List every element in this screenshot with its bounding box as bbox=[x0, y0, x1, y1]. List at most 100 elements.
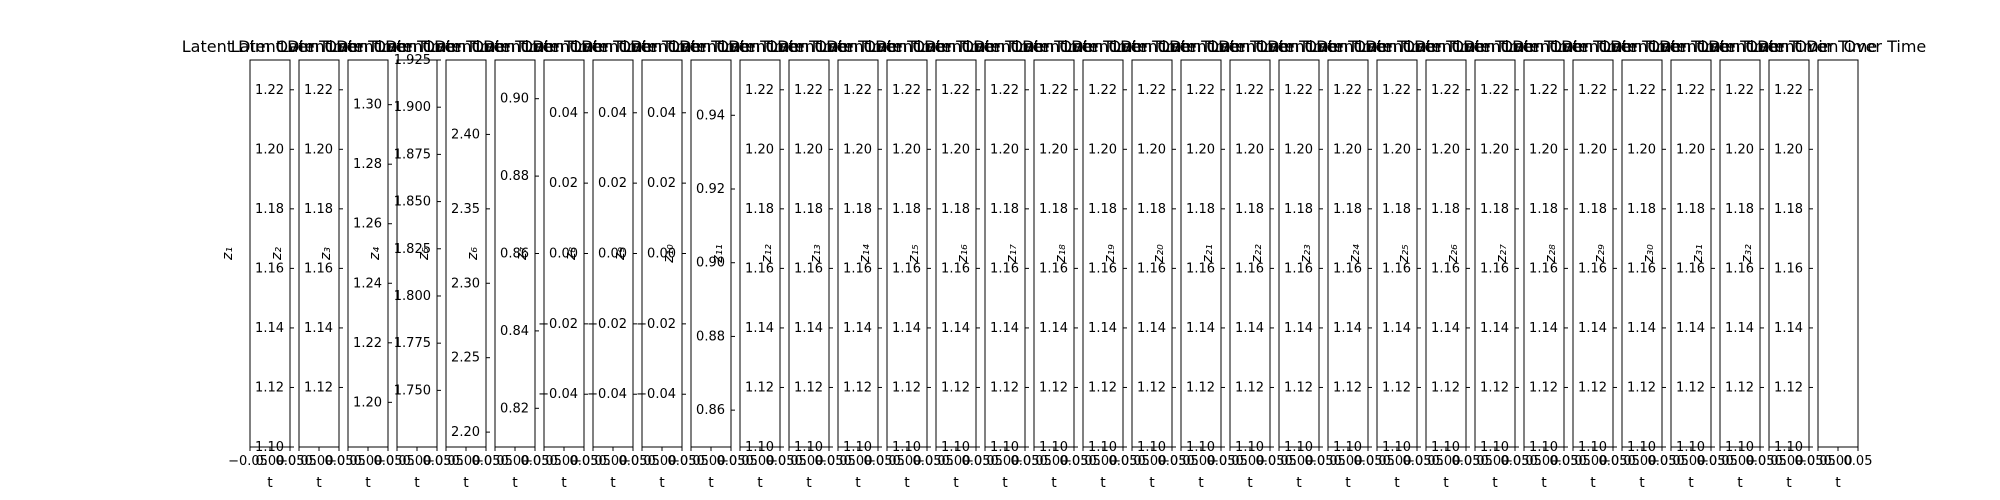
y-tick-label: 1.12 bbox=[1137, 380, 1166, 395]
y-tick-label: 1.14 bbox=[1088, 321, 1117, 336]
y-tick-label: 1.16 bbox=[1333, 261, 1362, 276]
y-axis-label: z₂₅ bbox=[1396, 244, 1412, 264]
x-tick-label: 0.05 bbox=[570, 454, 599, 469]
x-axis-label: t bbox=[561, 475, 567, 491]
panel-22: Latent Dim Over Timez₂₂1.101.121.141.161… bbox=[1211, 37, 1388, 491]
x-tick-label: −0.05 bbox=[669, 454, 709, 469]
x-tick-label: 0.05 bbox=[962, 454, 991, 469]
y-tick-label: 1.14 bbox=[1235, 321, 1264, 336]
x-tick-label: 0.05 bbox=[1501, 454, 1530, 469]
y-tick-label: 1.18 bbox=[1627, 202, 1656, 217]
y-tick-label: 1.14 bbox=[1480, 321, 1509, 336]
y-tick-label: 1.22 bbox=[1039, 83, 1068, 98]
panel-17: Latent Dim Over Timez₁₇1.101.121.141.161… bbox=[966, 37, 1143, 491]
x-axis-label: t bbox=[512, 475, 518, 491]
y-axis-label: z₁₈ bbox=[1053, 244, 1069, 264]
y-tick-label: 1.12 bbox=[745, 380, 774, 395]
y-tick-label: 1.22 bbox=[353, 336, 382, 351]
y-tick-label: 0.88 bbox=[500, 169, 529, 184]
y-tick-label: 1.16 bbox=[1676, 261, 1705, 276]
panel-1: Latent Dim Over Timez₁1.101.121.141.161.… bbox=[182, 37, 359, 491]
y-tick-label: 0.86 bbox=[696, 403, 725, 418]
x-tick-label: −0.05 bbox=[718, 454, 758, 469]
y-tick-label: 1.12 bbox=[1725, 380, 1754, 395]
y-axis-label: z₂₇ bbox=[1494, 244, 1510, 264]
panel-19: Latent Dim Over Timez₁₉1.101.121.141.161… bbox=[1064, 37, 1241, 491]
panel-16: Latent Dim Over Timez₁₆1.101.121.141.161… bbox=[917, 37, 1094, 491]
x-tick-label: 0.05 bbox=[374, 454, 403, 469]
y-tick-label: 1.18 bbox=[1480, 202, 1509, 217]
y-axis-label: z₃ bbox=[318, 247, 334, 261]
x-tick-label: 0.05 bbox=[1648, 454, 1677, 469]
panel-10: Latent Dim Over Time z₁₀ 0.86 0.88 0.90 0.92 0… bbox=[623, 37, 800, 491]
x-axis-label: t bbox=[708, 475, 714, 491]
y-tick-label: 1.14 bbox=[745, 321, 774, 336]
x-tick-label: 0.05 bbox=[1207, 454, 1236, 469]
x-tick-label: −0.05 bbox=[522, 454, 562, 469]
x-tick-label: 0.05 bbox=[1697, 454, 1726, 469]
x-axis-label: t bbox=[904, 475, 910, 491]
x-tick-label: 0.00 bbox=[256, 454, 285, 469]
y-tick-label: 1.14 bbox=[1382, 321, 1411, 336]
y-tick-label: 1.16 bbox=[745, 261, 774, 276]
x-tick-label: 0.00 bbox=[1285, 454, 1314, 469]
x-tick-label: 0.00 bbox=[305, 454, 334, 469]
x-tick-label: −0.05 bbox=[963, 454, 1003, 469]
y-tick-label: 1.22 bbox=[1676, 83, 1705, 98]
y-tick-label: 1.18 bbox=[941, 202, 970, 217]
panel-title: Latent Dim Over Time bbox=[1701, 37, 1878, 56]
y-axis-label: z₅ bbox=[416, 247, 432, 261]
y-axis-label: z₂₈ bbox=[1543, 244, 1559, 264]
x-axis-label: t bbox=[953, 475, 959, 491]
x-axis-label: t bbox=[1443, 475, 1449, 491]
x-tick-label: 0.00 bbox=[893, 454, 922, 469]
y-tick-label: 1.18 bbox=[1431, 202, 1460, 217]
y-tick-label: 1.12 bbox=[1382, 380, 1411, 395]
panel-title: Latent Dim Over Time bbox=[672, 37, 849, 56]
y-tick-label: 1.20 bbox=[745, 142, 774, 157]
x-tick-label: −0.05 bbox=[228, 454, 268, 469]
y-tick-label: −0.02 bbox=[538, 317, 578, 332]
panel-title: Latent Dim Over Time bbox=[819, 37, 996, 56]
y-tick-label: 1.16 bbox=[1088, 261, 1117, 276]
y-tick-label: 0.02 bbox=[598, 176, 627, 191]
y-tick-label: 0.04 bbox=[647, 106, 676, 121]
y-tick-label: 1.22 bbox=[1333, 83, 1362, 98]
y-tick-label: 0.00 bbox=[647, 247, 676, 262]
y-tick-label: 1.22 bbox=[1529, 83, 1558, 98]
x-tick-label: 0.00 bbox=[501, 454, 530, 469]
y-tick-label: 1.12 bbox=[1676, 380, 1705, 395]
y-tick-label: 1.30 bbox=[353, 98, 382, 113]
x-tick-label: −0.05 bbox=[424, 454, 464, 469]
x-axis-label: t bbox=[855, 475, 861, 491]
y-tick-label: 1.20 bbox=[794, 142, 823, 157]
x-tick-label: 0.00 bbox=[1138, 454, 1167, 469]
x-tick-label: 0.05 bbox=[325, 454, 354, 469]
y-tick-label: 1.16 bbox=[892, 261, 921, 276]
x-tick-label: 0.05 bbox=[1109, 454, 1138, 469]
x-axis-label: t bbox=[757, 475, 763, 491]
x-tick-label: 0.00 bbox=[452, 454, 481, 469]
x-axis-label: t bbox=[1149, 475, 1155, 491]
y-tick-label: 1.12 bbox=[1529, 380, 1558, 395]
x-tick-label: 0.00 bbox=[1383, 454, 1412, 469]
x-tick-label: −0.05 bbox=[1796, 454, 1836, 469]
y-tick-label: 1.12 bbox=[1088, 380, 1117, 395]
x-tick-label: −0.05 bbox=[914, 454, 954, 469]
y-tick-label: 0.84 bbox=[500, 324, 529, 339]
y-tick-label: 1.16 bbox=[1039, 261, 1068, 276]
y-axis-label: z₂₂ bbox=[1249, 244, 1265, 264]
x-tick-label: 0.00 bbox=[599, 454, 628, 469]
y-tick-label: 1.825 bbox=[394, 242, 431, 257]
panel-23: Latent Dim Over Timez₂₃1.101.121.141.161… bbox=[1260, 37, 1437, 491]
panel-5: Latent Dim Over Time z₅ 2.20 2.25 2.30 2.35 2.… bbox=[378, 37, 555, 491]
y-tick-label: 1.18 bbox=[1088, 202, 1117, 217]
y-axis-label: z₄ bbox=[367, 247, 383, 261]
x-tick-label: 0.05 bbox=[1599, 454, 1628, 469]
y-tick-label: 1.16 bbox=[1529, 261, 1558, 276]
y-tick-label: 0.90 bbox=[500, 92, 529, 107]
y-tick-label: 1.22 bbox=[941, 83, 970, 98]
y-tick-label: 1.14 bbox=[892, 321, 921, 336]
y-tick-label: 1.20 bbox=[1333, 142, 1362, 157]
y-tick-label: 1.22 bbox=[1578, 83, 1607, 98]
